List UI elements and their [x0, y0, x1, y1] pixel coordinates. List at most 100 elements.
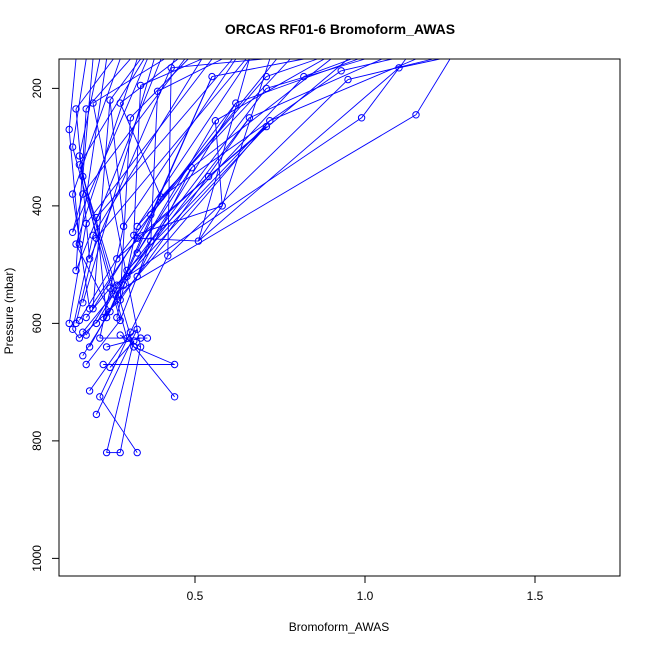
data-point: [72, 266, 80, 275]
line-segment: [95, 329, 138, 415]
line-segment: [119, 117, 250, 301]
data-point: [116, 99, 124, 107]
data-point: [204, 172, 213, 181]
data-point: [194, 237, 203, 245]
x-tick-label: 1.5: [527, 589, 544, 603]
line-segment: [109, 340, 135, 368]
data-point: [133, 325, 141, 333]
line-segment: [106, 340, 135, 453]
data-point: [79, 190, 87, 198]
line-segment: [82, 176, 128, 339]
data-point: [262, 122, 271, 131]
data-point: [68, 228, 77, 237]
x-tick-label: 1.0: [357, 589, 374, 603]
line-segment: [123, 102, 237, 286]
line-segment: [119, 346, 142, 453]
data-point: [133, 272, 141, 281]
y-tick-label: 200: [30, 78, 44, 98]
y-tick-label: 1000: [30, 545, 44, 572]
data-point: [85, 387, 94, 395]
data-point: [395, 64, 403, 72]
y-tick-label: 800: [30, 431, 44, 451]
line-segment: [79, 258, 118, 321]
line-segment: [75, 58, 138, 245]
data-point: [133, 448, 141, 457]
line-segment: [82, 293, 114, 333]
line-segment: [136, 126, 267, 239]
data-point: [218, 202, 226, 210]
data-point: [123, 272, 131, 281]
data-point: [266, 117, 274, 125]
data-point: [79, 172, 87, 181]
line-segment: [75, 108, 87, 271]
data-point: [68, 143, 77, 151]
y-tick-label: 600: [30, 313, 44, 333]
line-segment: [116, 88, 267, 286]
data-point: [96, 334, 104, 342]
line-segment: [85, 58, 131, 110]
line-segment: [78, 164, 135, 348]
data-point: [170, 360, 179, 369]
line-segment: [415, 58, 451, 116]
chart-title: ORCAS RF01-6 Bromoform_AWAS: [225, 21, 455, 37]
data-point: [136, 343, 145, 351]
data-point: [68, 190, 77, 198]
line-segment: [126, 328, 138, 339]
data-point: [75, 152, 84, 160]
data-point: [89, 305, 97, 313]
line-segment: [92, 100, 111, 309]
data-point: [164, 252, 172, 260]
line-segment: [361, 58, 407, 119]
line-segment: [72, 329, 80, 339]
data-point: [133, 222, 141, 231]
line-segment: [341, 58, 393, 72]
line-segment: [133, 85, 142, 236]
line-segment: [136, 76, 267, 227]
line-segment: [82, 311, 111, 356]
data-point: [99, 313, 107, 322]
line-segment: [75, 238, 97, 324]
data-point: [72, 240, 80, 248]
data-point: [136, 81, 145, 90]
line-segment: [198, 67, 400, 242]
line-segment: [150, 76, 213, 215]
data-point: [72, 105, 80, 113]
line-segment: [119, 117, 131, 300]
line-segment: [72, 193, 84, 233]
data-points: [65, 64, 420, 457]
data-point: [119, 281, 128, 289]
line-segment: [347, 58, 434, 81]
line-segment: [214, 120, 223, 206]
line-segment: [221, 58, 271, 207]
line-segments: [68, 58, 451, 454]
line-segment: [119, 240, 152, 321]
data-point: [79, 352, 87, 360]
data-point: [85, 343, 94, 351]
data-point: [82, 105, 90, 113]
line-segment: [136, 58, 250, 227]
data-point: [89, 99, 97, 107]
data-point: [92, 410, 101, 419]
data-point: [167, 64, 175, 72]
data-point: [147, 237, 155, 245]
line-segment: [126, 337, 175, 398]
line-segment: [123, 58, 237, 227]
y-axis-ticks: 200 400 600 800 1000: [30, 78, 59, 572]
data-point: [116, 448, 124, 457]
data-point: [85, 305, 94, 313]
data-point: [75, 240, 84, 248]
data-point: [102, 448, 111, 457]
line-segment: [106, 337, 141, 348]
line-segment: [129, 255, 169, 333]
data-point: [106, 363, 114, 372]
data-point: [116, 316, 124, 325]
data-point: [126, 328, 135, 336]
x-axis-label: Bromoform_AWAS: [289, 620, 389, 634]
y-axis-label: Pressure (mbar): [2, 268, 16, 355]
line-segment: [171, 58, 264, 69]
data-point: [106, 307, 114, 316]
line-segment: [89, 237, 138, 309]
data-point: [147, 211, 155, 219]
data-point: [85, 255, 94, 263]
data-point: [92, 213, 101, 222]
